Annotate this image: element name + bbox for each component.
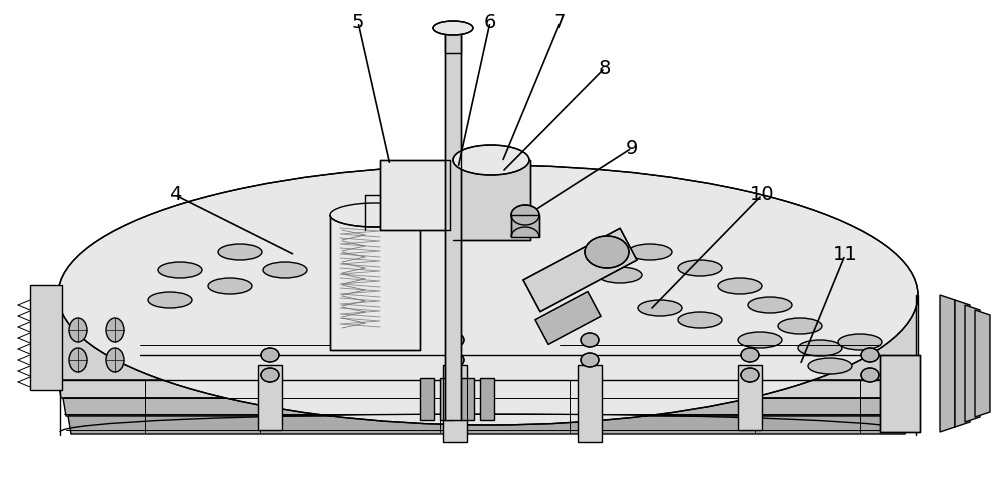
Ellipse shape — [798, 340, 842, 356]
Polygon shape — [440, 378, 454, 420]
Ellipse shape — [261, 348, 279, 362]
Polygon shape — [975, 310, 990, 417]
Ellipse shape — [568, 252, 612, 268]
Polygon shape — [58, 295, 918, 380]
Ellipse shape — [58, 165, 918, 425]
Ellipse shape — [263, 262, 307, 278]
Polygon shape — [523, 228, 637, 312]
Polygon shape — [420, 378, 434, 420]
Polygon shape — [380, 160, 450, 230]
Ellipse shape — [581, 333, 599, 347]
Ellipse shape — [148, 292, 192, 308]
Polygon shape — [30, 285, 62, 390]
Ellipse shape — [330, 203, 420, 227]
Ellipse shape — [433, 21, 473, 35]
Polygon shape — [460, 378, 474, 420]
Polygon shape — [443, 365, 467, 442]
Text: 5: 5 — [352, 12, 364, 31]
Polygon shape — [68, 416, 908, 434]
Ellipse shape — [838, 334, 882, 350]
Ellipse shape — [738, 332, 782, 348]
Ellipse shape — [69, 318, 87, 342]
Polygon shape — [511, 215, 539, 237]
Ellipse shape — [158, 262, 202, 278]
Polygon shape — [480, 378, 494, 420]
Ellipse shape — [638, 300, 682, 316]
Ellipse shape — [446, 333, 464, 347]
Ellipse shape — [778, 318, 822, 334]
Ellipse shape — [446, 353, 464, 367]
Ellipse shape — [718, 278, 762, 294]
Polygon shape — [940, 295, 955, 432]
Text: 7: 7 — [554, 12, 566, 31]
Text: 4: 4 — [169, 185, 181, 205]
Polygon shape — [58, 380, 918, 398]
Ellipse shape — [581, 353, 599, 367]
Text: 10: 10 — [750, 185, 774, 205]
Ellipse shape — [453, 145, 529, 175]
Polygon shape — [535, 292, 601, 344]
Ellipse shape — [861, 348, 879, 362]
Ellipse shape — [598, 267, 642, 283]
Polygon shape — [445, 28, 461, 53]
Ellipse shape — [678, 312, 722, 328]
Ellipse shape — [678, 260, 722, 276]
Polygon shape — [880, 355, 920, 432]
Text: 9: 9 — [626, 139, 638, 157]
Polygon shape — [63, 398, 913, 416]
Ellipse shape — [106, 348, 124, 372]
Text: 8: 8 — [599, 59, 611, 78]
Polygon shape — [738, 365, 762, 430]
Ellipse shape — [208, 278, 252, 294]
Ellipse shape — [218, 244, 262, 260]
Ellipse shape — [861, 368, 879, 382]
Ellipse shape — [69, 348, 87, 372]
Polygon shape — [445, 28, 461, 420]
Ellipse shape — [748, 297, 792, 313]
Ellipse shape — [741, 368, 759, 382]
Polygon shape — [330, 215, 420, 350]
Polygon shape — [955, 300, 970, 427]
Ellipse shape — [511, 205, 539, 225]
Ellipse shape — [106, 318, 124, 342]
Polygon shape — [453, 160, 530, 240]
Ellipse shape — [261, 368, 279, 382]
Ellipse shape — [585, 236, 629, 268]
Polygon shape — [258, 365, 282, 430]
Polygon shape — [965, 305, 980, 422]
Ellipse shape — [628, 244, 672, 260]
Text: 6: 6 — [484, 12, 496, 31]
Polygon shape — [578, 365, 602, 442]
Ellipse shape — [808, 358, 852, 374]
Ellipse shape — [741, 348, 759, 362]
Text: 11: 11 — [833, 246, 857, 265]
